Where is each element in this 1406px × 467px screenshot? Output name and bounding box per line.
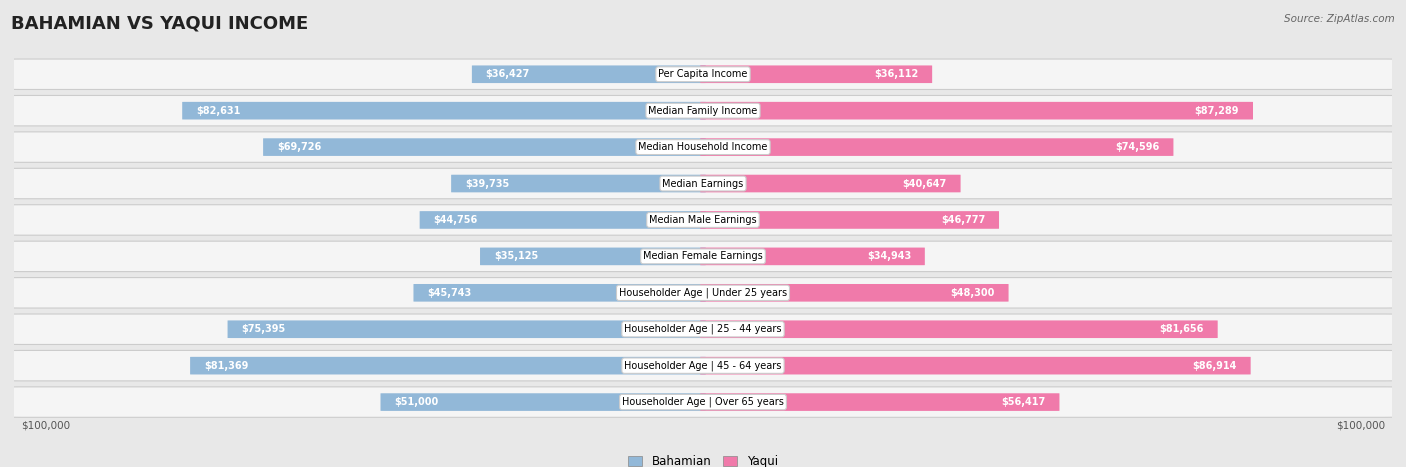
FancyBboxPatch shape (413, 284, 706, 302)
FancyBboxPatch shape (700, 65, 932, 83)
Text: $46,777: $46,777 (941, 215, 986, 225)
Text: $56,417: $56,417 (1001, 397, 1046, 407)
Text: $44,756: $44,756 (433, 215, 478, 225)
FancyBboxPatch shape (10, 350, 1396, 381)
Text: Householder Age | 45 - 64 years: Householder Age | 45 - 64 years (624, 361, 782, 371)
Text: $86,914: $86,914 (1192, 361, 1237, 371)
Text: $51,000: $51,000 (394, 397, 439, 407)
Text: $82,631: $82,631 (195, 106, 240, 116)
FancyBboxPatch shape (419, 211, 706, 229)
Text: Householder Age | Under 25 years: Householder Age | Under 25 years (619, 288, 787, 298)
Text: $87,289: $87,289 (1195, 106, 1239, 116)
FancyBboxPatch shape (10, 205, 1396, 235)
FancyBboxPatch shape (10, 314, 1396, 345)
Text: $69,726: $69,726 (277, 142, 321, 152)
FancyBboxPatch shape (263, 138, 706, 156)
FancyBboxPatch shape (10, 95, 1396, 126)
Text: $48,300: $48,300 (950, 288, 995, 298)
Text: $34,943: $34,943 (866, 251, 911, 262)
FancyBboxPatch shape (700, 102, 1253, 120)
FancyBboxPatch shape (700, 284, 1008, 302)
Text: Median Female Earnings: Median Female Earnings (643, 251, 763, 262)
Text: Median Household Income: Median Household Income (638, 142, 768, 152)
Text: Median Family Income: Median Family Income (648, 106, 758, 116)
Text: $40,647: $40,647 (903, 178, 946, 189)
Text: $35,125: $35,125 (494, 251, 538, 262)
Text: Source: ZipAtlas.com: Source: ZipAtlas.com (1284, 14, 1395, 24)
Text: $75,395: $75,395 (242, 324, 285, 334)
FancyBboxPatch shape (700, 175, 960, 192)
FancyBboxPatch shape (479, 248, 706, 265)
FancyBboxPatch shape (183, 102, 706, 120)
FancyBboxPatch shape (700, 393, 1060, 411)
FancyBboxPatch shape (381, 393, 706, 411)
Text: $100,000: $100,000 (21, 420, 70, 430)
FancyBboxPatch shape (700, 138, 1174, 156)
Text: Householder Age | Over 65 years: Householder Age | Over 65 years (621, 397, 785, 407)
FancyBboxPatch shape (10, 132, 1396, 163)
FancyBboxPatch shape (190, 357, 706, 375)
Text: $100,000: $100,000 (1336, 420, 1385, 430)
FancyBboxPatch shape (700, 357, 1251, 375)
Text: $81,369: $81,369 (204, 361, 249, 371)
FancyBboxPatch shape (451, 175, 706, 192)
Text: $39,735: $39,735 (465, 178, 509, 189)
FancyBboxPatch shape (10, 277, 1396, 308)
Text: $74,596: $74,596 (1115, 142, 1160, 152)
Text: Median Earnings: Median Earnings (662, 178, 744, 189)
FancyBboxPatch shape (700, 320, 1218, 338)
FancyBboxPatch shape (10, 241, 1396, 272)
Legend: Bahamian, Yaqui: Bahamian, Yaqui (623, 450, 783, 467)
FancyBboxPatch shape (10, 387, 1396, 417)
Text: Median Male Earnings: Median Male Earnings (650, 215, 756, 225)
FancyBboxPatch shape (700, 248, 925, 265)
FancyBboxPatch shape (700, 211, 1000, 229)
Text: $81,656: $81,656 (1160, 324, 1204, 334)
Text: BAHAMIAN VS YAQUI INCOME: BAHAMIAN VS YAQUI INCOME (11, 14, 308, 32)
Text: Per Capita Income: Per Capita Income (658, 69, 748, 79)
FancyBboxPatch shape (10, 59, 1396, 90)
FancyBboxPatch shape (472, 65, 706, 83)
Text: $36,112: $36,112 (875, 69, 918, 79)
FancyBboxPatch shape (10, 168, 1396, 199)
Text: $36,427: $36,427 (485, 69, 530, 79)
FancyBboxPatch shape (228, 320, 706, 338)
Text: Householder Age | 25 - 44 years: Householder Age | 25 - 44 years (624, 324, 782, 334)
Text: $45,743: $45,743 (427, 288, 471, 298)
